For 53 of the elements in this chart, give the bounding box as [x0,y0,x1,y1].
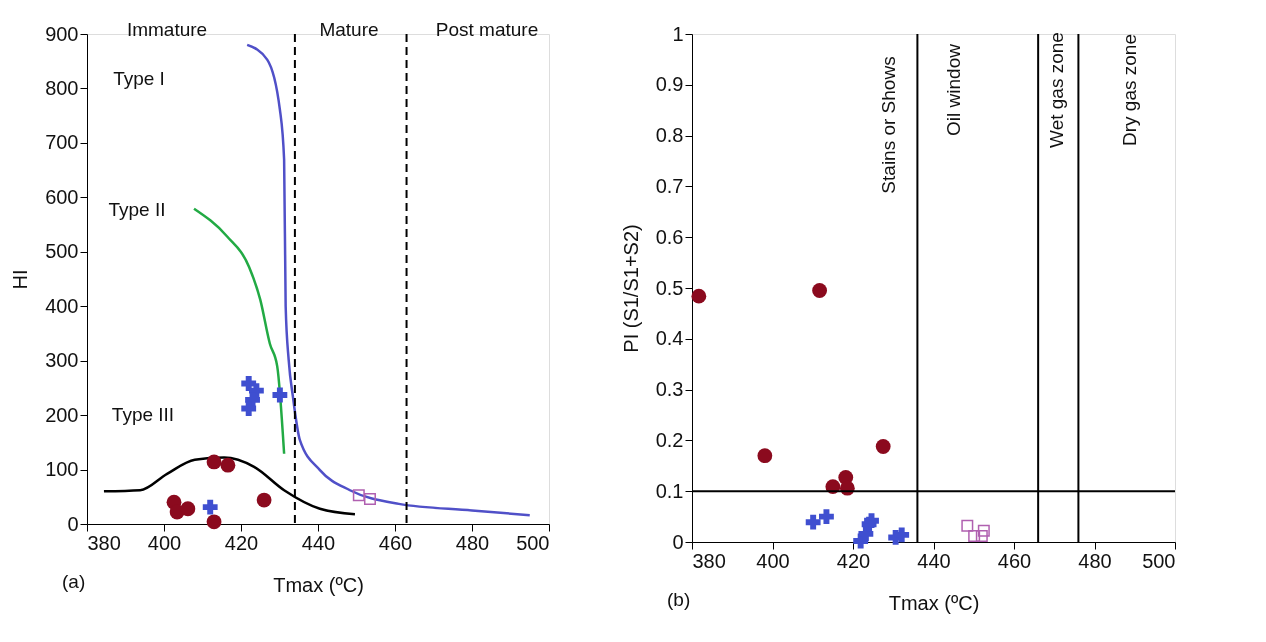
y-tick-label: 0.2 [655,428,684,451]
y-tick-label: 400 [45,294,79,317]
x-tick-label: 440 [301,531,336,554]
y-axis-title: HI [9,269,32,290]
x-tick-label: 460 [378,531,413,554]
y-tick-label: 0.3 [655,378,684,401]
annotation: Stains or Shows [878,56,899,194]
y-tick-label: 800 [45,76,79,99]
y-axis-title: PI (S1/S1+S2) [619,224,642,353]
x-tick-label: 500 [1142,549,1176,572]
x-tick-label: 400 [756,549,790,572]
annotation: Type I [113,68,165,89]
y-tick-label: 0.8 [655,124,684,147]
x-tick-label: 380 [87,531,121,554]
annotation: Type II [108,199,166,220]
y-tick-label: 0.6 [655,225,684,248]
line-series [245,43,531,517]
y-tick-label: 900 [45,22,79,45]
x-axis-title: Tmax (ºC) [273,573,364,596]
x-tick-label: 420 [836,549,871,572]
y-tick-label: 600 [45,185,79,208]
annotation: Oil window [943,43,964,136]
annotation: Wet gas zone [1046,32,1067,148]
x-tick-label: 500 [516,531,550,554]
annotation: Dry gas zone [1119,34,1140,146]
x-tick-label: 480 [1078,549,1112,572]
x-tick-label: 380 [692,549,726,572]
y-tick-label: 300 [45,349,79,372]
y-tick-label: 700 [45,131,79,154]
text: (b) [667,589,691,610]
annotation: Mature [319,19,379,40]
x-tick-label: 440 [917,549,951,572]
annotation: Immature [126,19,208,40]
y-tick-label: 0 [67,512,79,535]
annotation: Post mature [435,19,539,40]
x-axis-title: Tmax (ºC) [888,591,980,614]
x-tick-label: 400 [147,531,182,554]
x-tick-label: 480 [455,531,490,554]
y-tick-label: 0 [672,530,684,553]
y-tick-label: 1 [672,22,684,45]
y-tick-label: 0.7 [655,174,684,197]
y-tick-label: 0.4 [655,327,684,350]
annotation: Type III [111,404,175,425]
x-tick-label: 420 [224,531,259,554]
text: (a) [62,571,86,592]
y-tick-label: 100 [45,458,79,481]
line-series [192,207,286,456]
x-tick-label: 460 [997,549,1032,572]
y-tick-label: 0.1 [655,479,684,502]
y-tick-label: 0.5 [655,276,684,299]
y-tick-label: 200 [45,403,79,426]
y-tick-label: 0.9 [655,73,684,96]
y-tick-label: 500 [45,240,79,263]
